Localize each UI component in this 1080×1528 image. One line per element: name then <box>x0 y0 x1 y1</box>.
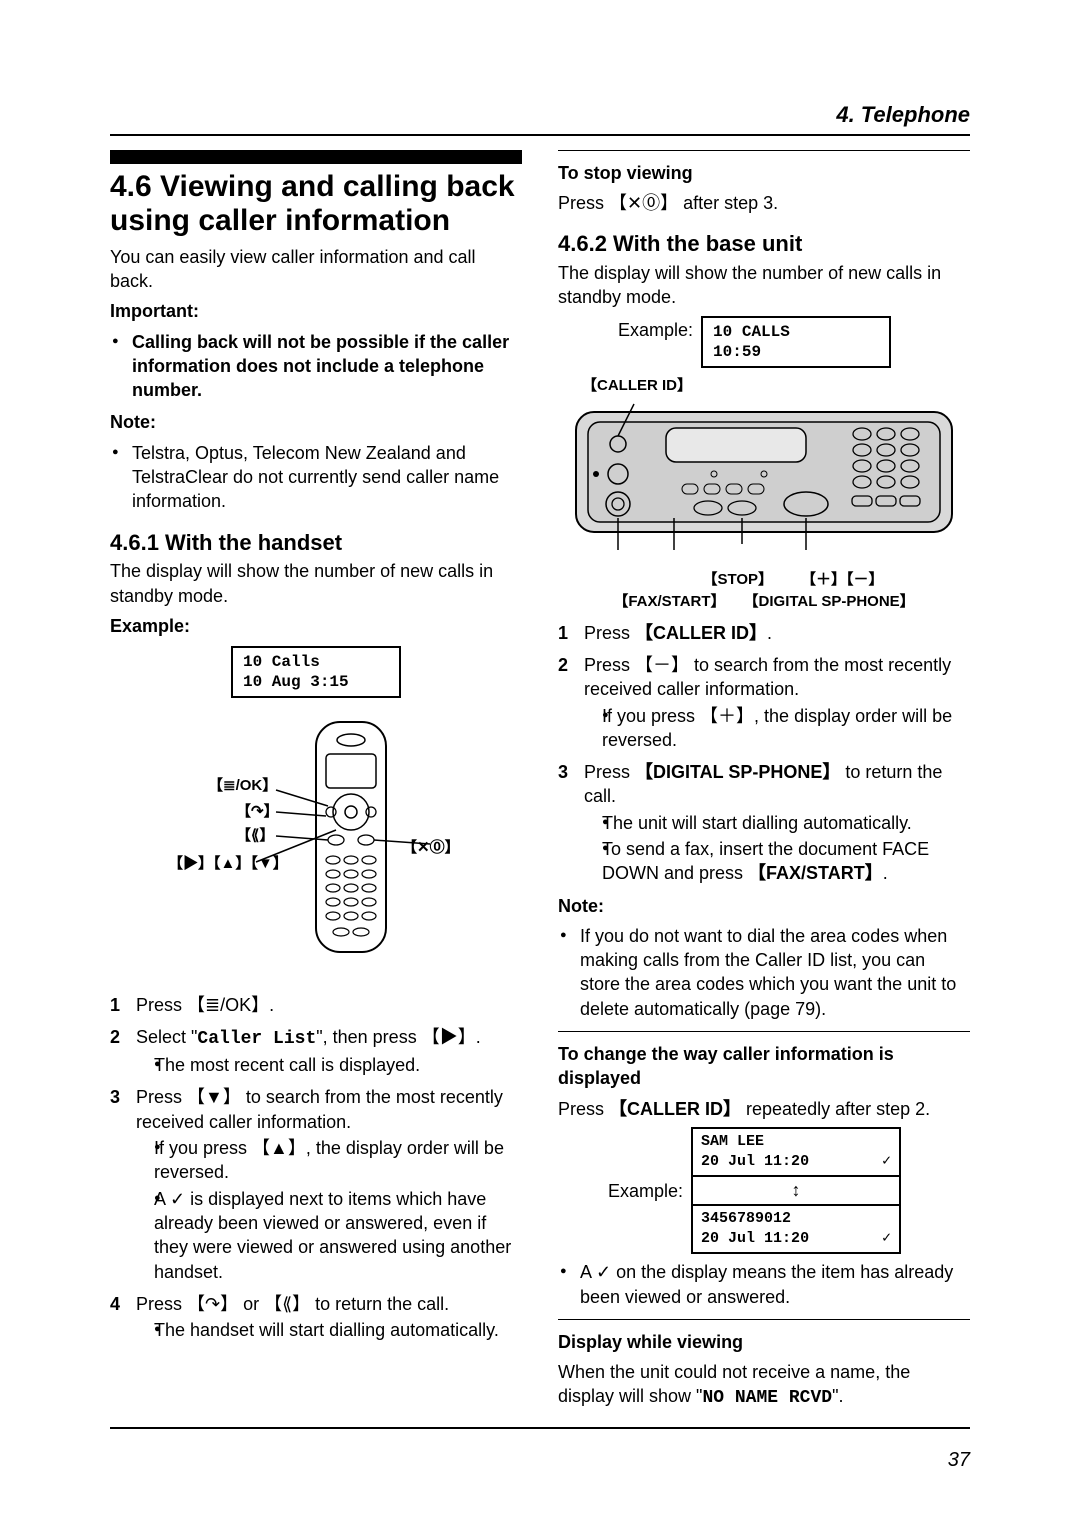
note2-label: Note: <box>558 894 970 918</box>
important-item: Calling back will not be possible if the… <box>110 330 522 403</box>
sub1-text: The display will show the number of new … <box>110 559 522 608</box>
bstep-1: Press 【CALLER ID】. <box>558 621 970 645</box>
base-example: Example: 10 CALLS 10:59 <box>618 316 970 368</box>
off-label: 【✕⓪】 <box>402 838 460 856</box>
stop-label: 【STOP】 <box>702 570 773 590</box>
handset-illustration: 【≣/OK】 【↷】 【⟪】 【▶】【▲】【▼】 【✕⓪】 <box>166 712 466 972</box>
intro-text: You can easily view caller information a… <box>110 245 522 294</box>
change-text: Press 【CALLER ID】 repeatedly after step … <box>558 1097 970 1121</box>
chapter-header: 4. Telephone <box>110 100 970 136</box>
handset-display: 10 Calls 10 Aug 3:15 <box>231 646 401 698</box>
bstep-2: Press 【－】 to search from the most recent… <box>558 653 970 752</box>
nav-label: 【▶】【▲】【▼】 <box>168 854 288 872</box>
important-label: Important: <box>110 299 522 323</box>
base-steps: Press 【CALLER ID】. Press 【－】 to search f… <box>558 621 970 886</box>
disp-title: Display while viewing <box>558 1330 970 1354</box>
base-unit-illustration <box>574 400 954 570</box>
example-label: Example: <box>110 614 522 638</box>
step-3: Press 【▼】 to search from the most recent… <box>110 1085 522 1283</box>
step-1: Press 【≣/OK】. <box>110 993 522 1017</box>
spphone-label: 【DIGITAL SP-PHONE】 <box>744 592 915 612</box>
note-label: Note: <box>110 410 522 434</box>
bstep-3: Press 【DIGITAL SP-PHONE】 to return the c… <box>558 760 970 885</box>
footer-rule <box>110 1427 970 1429</box>
change-title: To change the way caller information is … <box>558 1042 970 1091</box>
check-note: A ✓ on the display means the item has al… <box>558 1260 970 1309</box>
section-bar <box>110 150 522 164</box>
note2-item: If you do not want to dial the area code… <box>558 924 970 1021</box>
step-4: Press 【↷】 or 【⟪】 to return the call. The… <box>110 1292 522 1343</box>
plusminus-label: 【＋】【－】 <box>801 570 884 590</box>
section-title: 4.6 Viewing and calling back using calle… <box>110 170 522 239</box>
sp-label: 【⟪】 <box>236 826 274 844</box>
ok-label: 【≣/OK】 <box>208 776 277 794</box>
disp-text: When the unit could not receive a name, … <box>558 1360 970 1411</box>
page-number: 37 <box>110 1447 970 1474</box>
talk-label: 【↷】 <box>236 802 279 820</box>
handset-steps: Press 【≣/OK】. Select "Caller List", then… <box>110 993 522 1343</box>
note-item: Telstra, Optus, Telecom New Zealand and … <box>110 441 522 514</box>
stop-title: To stop viewing <box>558 161 970 185</box>
subsection-title: 4.6.1 With the handset <box>110 528 522 558</box>
left-column: 4.6 Viewing and calling back using calle… <box>110 150 522 1417</box>
step-2: Select "Caller List", then press 【▶】. Th… <box>110 1025 522 1078</box>
callerid-label: 【CALLER ID】 <box>582 376 970 396</box>
faxstart-label: 【FAX/START】 <box>613 592 725 612</box>
caller-id-example: Example: SAM LEE20 Jul 11:20✓ ↕ 34567890… <box>608 1127 970 1254</box>
sub2-title: 4.6.2 With the base unit <box>558 229 970 259</box>
sub2-text: The display will show the number of new … <box>558 261 970 310</box>
right-column: To stop viewing Press 【✕⓪】 after step 3.… <box>558 150 970 1417</box>
stop-text: Press 【✕⓪】 after step 3. <box>558 191 970 215</box>
